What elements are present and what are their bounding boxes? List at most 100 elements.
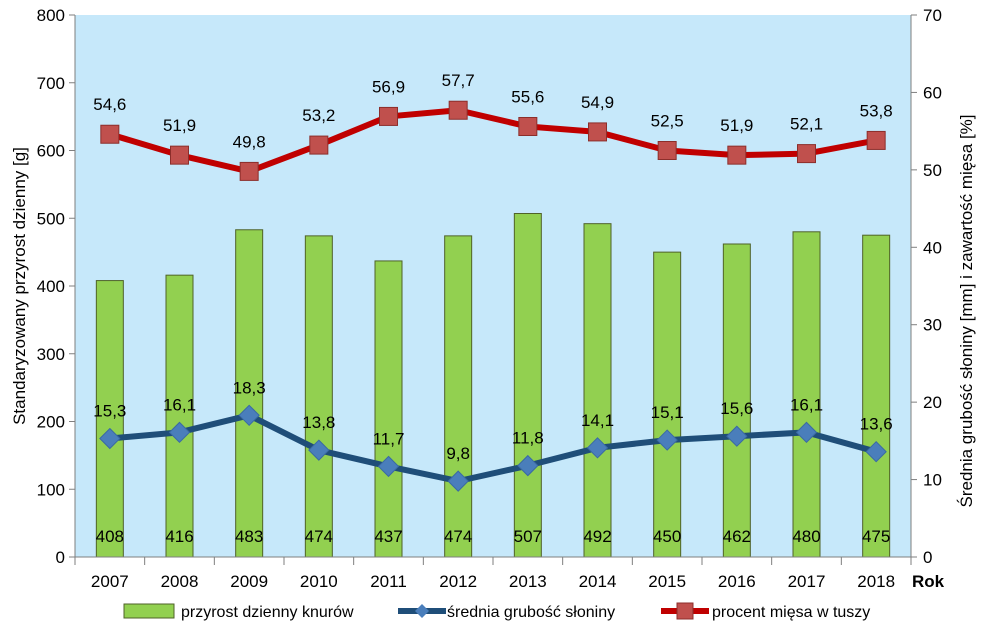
x-tick-label: 2011 bbox=[370, 572, 407, 591]
diamond-marker bbox=[656, 429, 678, 451]
y-tick-label: 0 bbox=[56, 548, 65, 567]
square-marker bbox=[170, 145, 189, 165]
line-data-label: 56,9 bbox=[372, 77, 405, 96]
bar bbox=[165, 274, 194, 558]
bar-data-labels: 408 416 483 474 437 474 507 492 450 462 480 475 bbox=[96, 527, 891, 546]
bar-data-label: 492 bbox=[583, 527, 611, 546]
square-marker bbox=[448, 100, 468, 120]
y2-tick-label: 30 bbox=[923, 316, 942, 335]
legend-label: przyrost dzienny knurów bbox=[181, 604, 354, 621]
y2-tick-label: 50 bbox=[923, 161, 942, 180]
y2-tick-label: 60 bbox=[923, 83, 942, 102]
series-line bbox=[106, 412, 880, 485]
legend-swatch-bar bbox=[123, 603, 175, 619]
y2-tick-label: 40 bbox=[923, 238, 942, 257]
plot-area bbox=[75, 15, 911, 557]
legend-label: średnia grubość słoniny bbox=[447, 604, 615, 621]
square-marker bbox=[727, 145, 747, 165]
bar bbox=[444, 235, 473, 558]
square-marker bbox=[518, 116, 538, 136]
line-data-label: 15,1 bbox=[651, 403, 684, 422]
line-data-label: 54,6 bbox=[93, 95, 126, 114]
line-data-label: 54,9 bbox=[581, 93, 614, 112]
legend-square-marker bbox=[676, 602, 694, 620]
line-data-label: 13,8 bbox=[302, 413, 335, 432]
bar-data-label: 507 bbox=[514, 527, 542, 546]
diamond-marker bbox=[865, 440, 887, 463]
bar bbox=[374, 260, 403, 558]
x-tick-label: 2012 bbox=[439, 572, 477, 591]
line-data-label: 15,6 bbox=[720, 399, 753, 418]
bar bbox=[304, 235, 333, 558]
diamond-marker bbox=[517, 454, 539, 477]
diamond-marker bbox=[238, 404, 260, 427]
square-marker bbox=[657, 141, 677, 160]
square-marker bbox=[588, 122, 607, 142]
legend-item: przyrost dzienny knurów bbox=[123, 603, 354, 621]
x-tick-label: 2017 bbox=[788, 572, 826, 591]
square-marker bbox=[866, 130, 886, 150]
line-data-label: 16,1 bbox=[790, 395, 823, 414]
y2-axis-title: Średnia grubość słoniny [mm] i zawartość… bbox=[957, 114, 976, 507]
diamond-marker bbox=[308, 439, 330, 461]
y-tick-label: 300 bbox=[37, 345, 65, 364]
y2-tick-label: 0 bbox=[923, 548, 932, 567]
y2-tick-label: 70 bbox=[923, 6, 942, 25]
y-tick-label: 700 bbox=[37, 74, 65, 93]
line-data-label: 14,1 bbox=[581, 411, 614, 430]
x-tick-label: 2007 bbox=[91, 572, 129, 591]
line-series: 15,3 16,1 18,3 13,8 11,7 9,8 11,8 14,1 15,1 15,6 1… bbox=[93, 71, 893, 492]
bar-data-label: 408 bbox=[96, 527, 124, 546]
line-data-label: 57,7 bbox=[442, 71, 475, 90]
legend-item: procent mięsa w tuszy bbox=[661, 602, 870, 621]
diamond-marker bbox=[447, 470, 469, 492]
line-data-label: 52,5 bbox=[651, 112, 684, 131]
line-data-label: 49,8 bbox=[233, 132, 266, 151]
line-data-label: 18,3 bbox=[233, 378, 266, 397]
square-marker bbox=[379, 106, 398, 126]
square-marker bbox=[100, 124, 120, 144]
line-data-label: 51,9 bbox=[163, 116, 196, 135]
bar bbox=[862, 234, 891, 558]
x-tick-label: 2016 bbox=[718, 572, 756, 591]
diamond-marker bbox=[726, 425, 748, 447]
bar bbox=[792, 231, 821, 558]
series-line bbox=[106, 107, 880, 175]
bar bbox=[583, 223, 612, 558]
bar-data-label: 475 bbox=[862, 527, 890, 546]
bar-data-label: 416 bbox=[165, 527, 193, 546]
bar-data-label: 483 bbox=[235, 527, 263, 546]
y-tick-label: 400 bbox=[37, 277, 65, 296]
line-data-label: 9,8 bbox=[446, 444, 470, 463]
bar-series bbox=[95, 213, 891, 558]
line-data-label: 51,9 bbox=[720, 116, 753, 135]
line-data-label: 52,1 bbox=[790, 115, 823, 134]
bar bbox=[513, 213, 542, 558]
diamond-marker bbox=[795, 421, 818, 444]
bar-data-label: 437 bbox=[374, 527, 402, 546]
diamond-marker bbox=[99, 427, 121, 450]
x-axis-title: Rok bbox=[912, 572, 945, 591]
bar-data-label: 474 bbox=[444, 527, 472, 546]
x-tick-label: 2014 bbox=[579, 572, 617, 591]
diamond-marker bbox=[377, 455, 400, 478]
axes: 0 100 200 300 400 500 600 700 800 0 10 20 30 40 50 60 70… bbox=[37, 6, 942, 591]
x-tick-label: 2013 bbox=[509, 572, 547, 591]
x-tick-label: 2010 bbox=[300, 572, 338, 591]
bar-data-label: 462 bbox=[723, 527, 751, 546]
square-marker bbox=[797, 144, 816, 164]
bar-data-label: 450 bbox=[653, 527, 681, 546]
diamond-marker bbox=[586, 437, 609, 459]
y-tick-label: 200 bbox=[37, 413, 65, 432]
y-tick-label: 600 bbox=[37, 142, 65, 161]
line-data-label: 11,8 bbox=[512, 429, 544, 448]
legend-label: procent mięsa w tuszy bbox=[712, 604, 870, 621]
line-data-label: 53,8 bbox=[860, 101, 893, 120]
bar-data-label: 474 bbox=[305, 527, 333, 546]
line-data-label: 15,3 bbox=[93, 402, 126, 421]
square-marker bbox=[239, 161, 259, 181]
bar bbox=[722, 243, 751, 558]
y2-tick-label: 20 bbox=[923, 393, 942, 412]
x-tick-label: 2009 bbox=[230, 572, 268, 591]
